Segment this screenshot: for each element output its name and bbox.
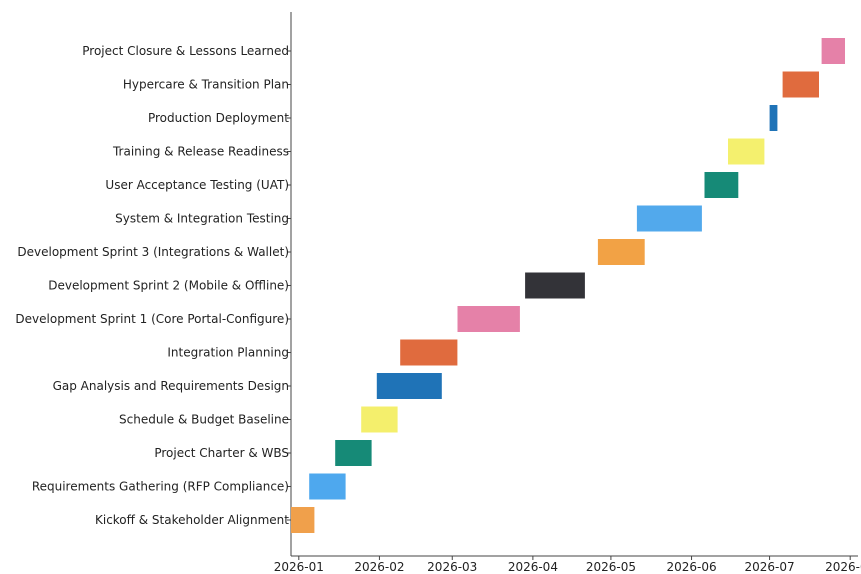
x-tick-label: 2026-06 bbox=[666, 560, 716, 574]
task-label: Project Charter & WBS bbox=[154, 446, 289, 460]
task-label: Schedule & Budget Baseline bbox=[119, 413, 289, 427]
task-bar bbox=[361, 406, 398, 433]
task-bar bbox=[457, 306, 520, 332]
task-bars bbox=[291, 38, 845, 533]
task-labels: Kickoff & Stakeholder Alignment Requireme… bbox=[15, 44, 291, 527]
x-tick-label: 2026-01 bbox=[274, 560, 324, 574]
task-label: Production Deployment bbox=[148, 111, 289, 125]
task-bar bbox=[400, 339, 458, 366]
task-label: Project Closure & Lessons Learned bbox=[82, 44, 289, 58]
task-label: Development Sprint 3 (Integrations & Wal… bbox=[17, 245, 289, 259]
x-tick-label: 2026-08 bbox=[825, 560, 861, 574]
task-bar bbox=[309, 473, 346, 500]
task-label: Development Sprint 2 (Mobile & Offline) bbox=[48, 279, 289, 293]
task-label: Development Sprint 1 (Core Portal-Config… bbox=[15, 312, 289, 326]
x-tick-label: 2026-07 bbox=[744, 560, 794, 574]
task-bar bbox=[291, 507, 315, 533]
x-tick-label: 2026-05 bbox=[586, 560, 636, 574]
task-label: System & Integration Testing bbox=[115, 212, 289, 226]
x-axis-ticks: 2026-01 2026-02 2026-03 2026-04 2026-05 2026-… bbox=[274, 556, 861, 574]
task-bar bbox=[769, 105, 778, 131]
task-label: User Acceptance Testing (UAT) bbox=[105, 178, 289, 192]
task-bar bbox=[704, 172, 739, 198]
task-label: Integration Planning bbox=[167, 346, 289, 360]
task-bar bbox=[335, 440, 372, 466]
task-bar bbox=[821, 38, 845, 64]
task-label: Requirements Gathering (RFP Compliance) bbox=[32, 480, 289, 494]
task-bar bbox=[782, 71, 819, 98]
task-bar bbox=[376, 373, 442, 399]
task-label: Training & Release Readiness bbox=[112, 145, 289, 159]
task-bar bbox=[525, 272, 585, 299]
task-bar bbox=[636, 205, 702, 232]
x-tick-label: 2026-03 bbox=[427, 560, 477, 574]
x-tick-label: 2026-02 bbox=[354, 560, 404, 574]
chart-axes bbox=[290, 12, 858, 557]
task-bar bbox=[597, 239, 645, 265]
task-label: Hypercare & Transition Plan bbox=[123, 78, 289, 92]
task-label: Kickoff & Stakeholder Alignment bbox=[95, 513, 289, 527]
x-tick-label: 2026-04 bbox=[508, 560, 558, 574]
task-bar bbox=[728, 138, 765, 165]
task-label: Gap Analysis and Requirements Design bbox=[53, 379, 289, 393]
